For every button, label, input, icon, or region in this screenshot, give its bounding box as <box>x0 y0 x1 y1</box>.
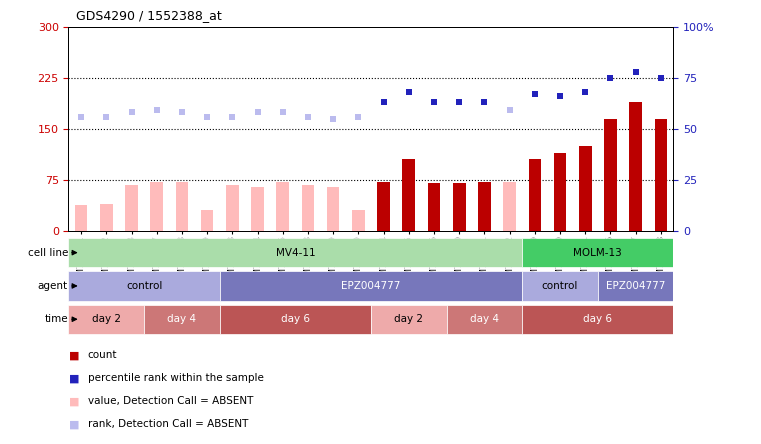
Bar <box>301 185 314 231</box>
Bar <box>579 146 591 231</box>
Text: time: time <box>44 314 68 324</box>
Text: cell line: cell line <box>27 248 68 258</box>
Text: value, Detection Call = ABSENT: value, Detection Call = ABSENT <box>88 396 253 406</box>
Bar <box>68 305 144 334</box>
Bar <box>126 185 138 231</box>
Text: ■: ■ <box>68 373 79 383</box>
Text: ■: ■ <box>68 396 79 406</box>
Text: control: control <box>542 281 578 291</box>
Bar <box>598 271 673 301</box>
Bar <box>226 185 239 231</box>
Bar <box>522 305 673 334</box>
Bar <box>447 305 522 334</box>
Bar <box>251 186 264 231</box>
Bar <box>276 182 289 231</box>
Bar <box>68 271 220 301</box>
Text: day 6: day 6 <box>281 314 310 324</box>
Text: day 2: day 2 <box>394 314 423 324</box>
Bar <box>100 204 113 231</box>
Bar <box>327 186 339 231</box>
Bar <box>176 182 188 231</box>
Text: day 6: day 6 <box>584 314 613 324</box>
Bar <box>654 119 667 231</box>
Bar <box>503 182 516 231</box>
Bar <box>68 238 522 267</box>
Bar <box>144 305 220 334</box>
Bar <box>629 102 642 231</box>
Text: EPZ004777: EPZ004777 <box>341 281 401 291</box>
Text: ■: ■ <box>68 350 79 360</box>
Text: count: count <box>88 350 117 360</box>
Bar <box>75 205 88 231</box>
Text: GDS4290 / 1552388_at: GDS4290 / 1552388_at <box>76 9 222 22</box>
Bar <box>403 159 415 231</box>
Bar <box>352 210 365 231</box>
Text: day 4: day 4 <box>470 314 499 324</box>
Text: EPZ004777: EPZ004777 <box>606 281 665 291</box>
Bar <box>371 305 447 334</box>
Bar <box>201 210 213 231</box>
Bar <box>529 159 541 231</box>
Text: ■: ■ <box>68 420 79 429</box>
Bar <box>453 183 466 231</box>
Bar <box>151 182 163 231</box>
Bar <box>604 119 616 231</box>
Text: MV4-11: MV4-11 <box>275 248 315 258</box>
Bar <box>554 153 566 231</box>
Bar <box>428 183 441 231</box>
Bar <box>478 182 491 231</box>
Text: day 4: day 4 <box>167 314 196 324</box>
Text: control: control <box>126 281 162 291</box>
Text: agent: agent <box>38 281 68 291</box>
Text: MOLM-13: MOLM-13 <box>574 248 622 258</box>
Bar <box>377 182 390 231</box>
Bar <box>220 305 371 334</box>
Bar <box>522 238 673 267</box>
Bar <box>220 271 522 301</box>
Bar <box>522 271 598 301</box>
Text: rank, Detection Call = ABSENT: rank, Detection Call = ABSENT <box>88 420 248 429</box>
Text: day 2: day 2 <box>92 314 121 324</box>
Text: percentile rank within the sample: percentile rank within the sample <box>88 373 263 383</box>
